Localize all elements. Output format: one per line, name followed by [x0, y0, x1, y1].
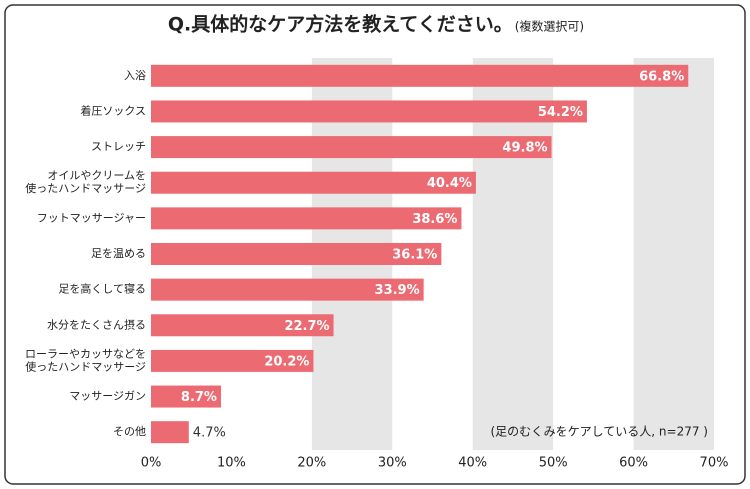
- bar: [151, 421, 189, 444]
- value-label: 33.9%: [375, 283, 420, 298]
- value-label: 20.2%: [264, 354, 309, 369]
- y-tick-label: ローラーやカッサなどを使ったハンドマッサージ: [25, 347, 146, 373]
- y-tick-label: 着圧ソックス: [80, 103, 146, 117]
- x-tick-label: 40%: [458, 456, 487, 471]
- chart-title: Q.具体的なケア方法を教えてください。: [168, 13, 513, 36]
- value-label: 22.7%: [284, 319, 329, 334]
- value-label: 4.7%: [193, 426, 226, 441]
- y-tick-label: その他: [113, 425, 146, 438]
- value-label: 8.7%: [181, 390, 217, 405]
- note: (足のむくみをケアしている人, n=277 ): [491, 425, 709, 439]
- bar: [151, 207, 462, 230]
- bar: [151, 171, 476, 194]
- value-label: 49.8%: [502, 141, 547, 156]
- value-label: 36.1%: [392, 248, 437, 263]
- value-label: 54.2%: [538, 105, 583, 120]
- y-tick-label: フットマッサージャー: [37, 211, 146, 224]
- bar: [151, 278, 424, 301]
- bar: [151, 314, 334, 337]
- bar: [151, 100, 587, 123]
- y-tick-label: 足を温める: [91, 247, 146, 260]
- y-tick-label: 水分をたくさん摂る: [47, 317, 146, 331]
- y-tick-label: オイルやクリームを使ったハンドマッサージ: [25, 169, 146, 195]
- x-tick-label: 10%: [217, 456, 246, 471]
- value-label: 66.8%: [639, 69, 684, 84]
- grid-band: [472, 58, 554, 450]
- bar: [151, 349, 314, 372]
- bar: [151, 243, 442, 265]
- x-tick-label: 0%: [141, 456, 162, 471]
- grid-band: [633, 58, 714, 450]
- x-tick-label: 70%: [700, 456, 729, 471]
- bar: [151, 64, 689, 87]
- chart-subtitle: (複数選択可): [515, 19, 584, 34]
- bar: [151, 136, 552, 159]
- x-tick-label: 30%: [378, 456, 407, 471]
- x-tick-label: 60%: [619, 456, 648, 471]
- value-label: 40.4%: [427, 176, 472, 191]
- y-tick-label: マッサージガン: [69, 390, 146, 403]
- x-tick-label: 20%: [297, 456, 326, 471]
- x-tick-label: 50%: [539, 456, 568, 471]
- bar: [151, 385, 221, 408]
- value-label: 38.6%: [412, 212, 457, 227]
- y-tick-label: ストレッチ: [91, 140, 146, 153]
- y-tick-label: 入浴: [124, 69, 146, 82]
- y-tick-label: 足を高くして寝る: [58, 282, 146, 296]
